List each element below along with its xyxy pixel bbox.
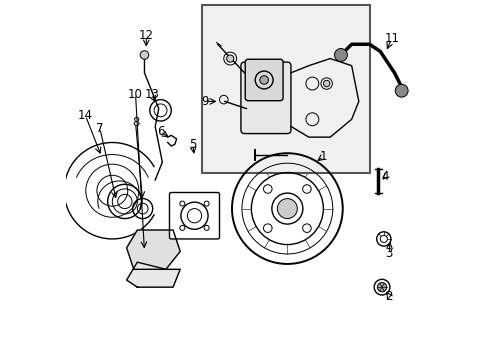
Circle shape xyxy=(140,51,148,59)
Text: 1: 1 xyxy=(319,150,326,163)
FancyBboxPatch shape xyxy=(244,59,283,101)
Text: 9: 9 xyxy=(201,95,208,108)
Text: 5: 5 xyxy=(189,138,196,151)
Bar xyxy=(201,5,369,173)
Circle shape xyxy=(377,283,386,292)
Text: 3: 3 xyxy=(385,247,392,260)
Text: 12: 12 xyxy=(139,29,153,42)
FancyBboxPatch shape xyxy=(169,193,219,239)
Circle shape xyxy=(334,49,346,62)
Circle shape xyxy=(323,80,329,87)
Polygon shape xyxy=(126,262,180,287)
Text: 10: 10 xyxy=(128,88,142,101)
Text: 13: 13 xyxy=(144,88,159,101)
Circle shape xyxy=(277,199,297,219)
Text: 7: 7 xyxy=(96,122,103,135)
Text: 6: 6 xyxy=(157,125,164,138)
Circle shape xyxy=(394,84,407,97)
Circle shape xyxy=(259,76,268,84)
Circle shape xyxy=(226,55,233,62)
Text: 4: 4 xyxy=(381,170,388,183)
Text: 14: 14 xyxy=(78,109,93,122)
Text: 2: 2 xyxy=(385,289,392,303)
Text: 11: 11 xyxy=(384,32,398,45)
Text: 8: 8 xyxy=(132,116,139,129)
Polygon shape xyxy=(126,230,180,269)
FancyBboxPatch shape xyxy=(241,62,290,134)
